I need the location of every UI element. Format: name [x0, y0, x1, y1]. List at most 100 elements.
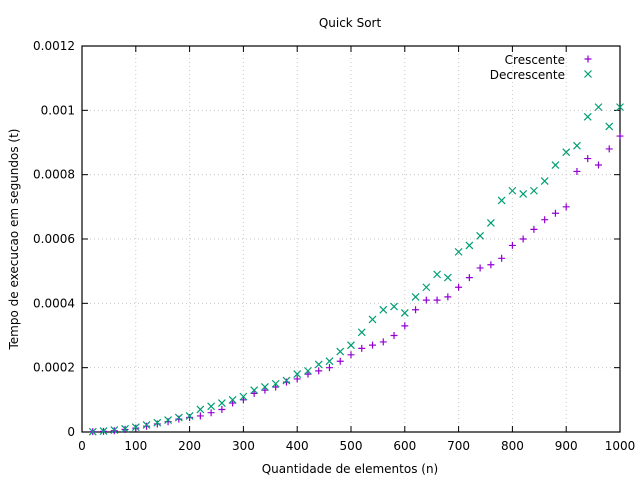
data-point-decrescente [164, 416, 173, 425]
data-point-crescente [508, 241, 516, 249]
legend-marker-crescente [584, 55, 592, 63]
data-point-decrescente [282, 376, 291, 385]
x-tick-label: 0 [78, 439, 86, 453]
y-tick-label: 0.0004 [33, 296, 75, 310]
data-point-decrescente [314, 360, 323, 369]
data-point-decrescente [497, 196, 506, 205]
data-point-crescente [498, 254, 506, 262]
data-point-crescente [153, 420, 161, 428]
data-point-decrescente [131, 423, 140, 432]
data-point-crescente [412, 306, 420, 314]
data-point-decrescente [250, 386, 259, 395]
data-point-decrescente [400, 309, 409, 317]
data-point-decrescente [260, 383, 269, 391]
data-point-crescente [293, 375, 301, 383]
data-point-crescente [401, 322, 409, 330]
data-point-crescente [369, 341, 377, 349]
x-tick-label: 500 [340, 439, 363, 453]
legend-marker-decrescente [584, 70, 592, 78]
data-point-decrescente [347, 341, 355, 350]
data-point-decrescente [379, 305, 388, 314]
data-point-decrescente [540, 177, 549, 186]
legend-label-crescente: Crescente [505, 53, 565, 67]
data-point-crescente [433, 296, 441, 304]
data-point-decrescente [508, 186, 517, 195]
data-point-crescente [455, 283, 463, 291]
y-tick-label: 0.0006 [33, 232, 75, 246]
data-point-crescente [487, 261, 495, 269]
data-point-decrescente [239, 392, 248, 401]
data-point-crescente [573, 167, 581, 175]
data-point-decrescente [196, 405, 205, 414]
data-point-decrescente [293, 370, 302, 379]
x-tick-label: 700 [447, 439, 470, 453]
data-point-crescente [594, 161, 602, 169]
data-point-decrescente [271, 379, 280, 388]
data-point-decrescente [562, 148, 571, 157]
series-crescente [89, 132, 624, 436]
data-point-decrescente [325, 357, 334, 366]
data-point-crescente [465, 274, 473, 282]
data-point-decrescente [304, 366, 312, 375]
legend-label-decrescente: Decrescente [490, 68, 565, 82]
data-point-crescente [325, 364, 333, 372]
data-point-decrescente [185, 411, 194, 420]
data-point-crescente [584, 155, 592, 163]
data-point-crescente [261, 386, 269, 394]
data-point-decrescente [433, 270, 442, 279]
data-point-decrescente [605, 122, 614, 131]
data-point-crescente [132, 424, 140, 432]
grid-lines [82, 46, 620, 432]
data-point-crescente [390, 332, 398, 339]
data-point-decrescente [121, 424, 129, 433]
data-point-decrescente [583, 112, 592, 121]
data-point-decrescente [174, 413, 183, 422]
x-tick-label: 600 [393, 439, 416, 453]
y-tick-label: 0.0002 [33, 361, 75, 375]
data-point-decrescente [336, 347, 345, 356]
x-tick-label: 100 [124, 439, 147, 453]
x-tick-label: 200 [178, 439, 201, 453]
legend: Crescente Decrescente [490, 53, 592, 82]
data-point-decrescente [486, 218, 495, 227]
data-point-decrescente [390, 302, 398, 311]
data-point-decrescente [443, 273, 452, 282]
legend-marker-crescente [584, 55, 592, 63]
data-point-decrescente [454, 247, 463, 256]
data-point-crescente [347, 351, 355, 359]
data-point-crescente [422, 296, 430, 304]
x-tick-label: 1000 [605, 439, 636, 453]
data-point-crescente [239, 396, 247, 404]
data-point-crescente [616, 132, 624, 140]
data-point-crescente [530, 225, 538, 233]
data-point-decrescente [616, 103, 624, 112]
x-tick-labels: 0 100 200 300 400 500 600 700 800 900 1000 [78, 439, 635, 453]
data-point-crescente [562, 203, 570, 211]
data-point-crescente [336, 357, 344, 365]
data-point-crescente [143, 422, 151, 430]
data-point-crescente [379, 338, 387, 346]
data-point-decrescente [110, 426, 119, 434]
x-tick-label: 800 [501, 439, 524, 453]
data-point-crescente [444, 293, 452, 301]
data-point-crescente [551, 209, 559, 217]
legend-marker-decrescente [584, 70, 592, 78]
y-tick-label: 0.0008 [33, 168, 75, 182]
data-point-decrescente [551, 161, 560, 169]
chart-title: Quick Sort [319, 16, 382, 30]
x-tick-label: 300 [232, 439, 255, 453]
data-point-decrescente [465, 241, 474, 250]
data-point-decrescente [476, 231, 485, 240]
data-point-decrescente [217, 399, 226, 407]
data-point-decrescente [228, 395, 237, 404]
series-decrescente [88, 103, 624, 436]
x-tick-label: 900 [555, 439, 578, 453]
data-point-decrescente [529, 186, 538, 195]
data-point-crescente [196, 412, 204, 420]
data-point-crescente [229, 399, 237, 407]
x-tick-label: 400 [286, 439, 309, 453]
data-point-crescente [541, 216, 549, 224]
data-point-decrescente [207, 402, 216, 411]
data-point-decrescente [88, 427, 97, 436]
